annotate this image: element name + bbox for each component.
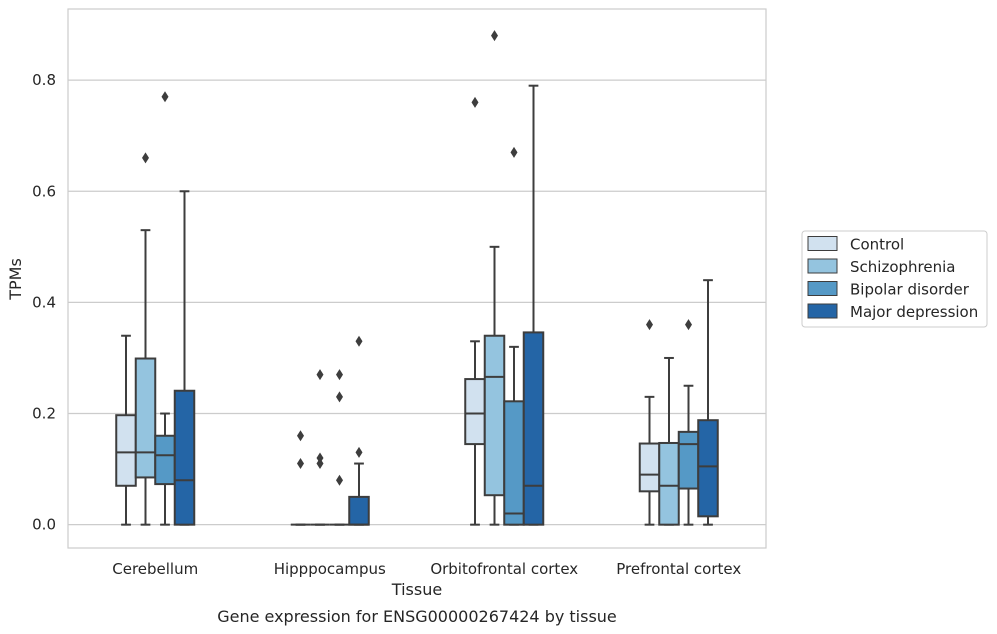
box xyxy=(154,91,176,526)
outlier-point xyxy=(491,30,498,42)
legend-label: Major depression xyxy=(850,303,978,321)
outlier-point xyxy=(297,430,304,442)
box-iqr xyxy=(522,331,545,526)
box xyxy=(464,96,486,526)
legend-swatch xyxy=(807,303,838,319)
box xyxy=(173,190,196,526)
chart-caption: Gene expression for ENSG00000267424 by t… xyxy=(217,607,617,626)
box-iqr xyxy=(503,400,525,526)
box xyxy=(522,84,545,526)
legend-label: Schizophrenia xyxy=(850,258,955,276)
outlier-point xyxy=(336,391,343,403)
x-tick-label: Cerebellum xyxy=(112,560,198,578)
outlier-point xyxy=(297,458,304,470)
legend: Control Schizophrenia Bipolar disorder Majo… xyxy=(801,230,988,328)
x-tick-label: Orbitofrontal cortex xyxy=(430,560,578,578)
x-tick-label: Hipppocampus xyxy=(274,560,386,578)
box xyxy=(677,319,700,526)
legend-label: Control xyxy=(850,236,904,254)
legend-items: Control Schizophrenia Bipolar disorder Majo… xyxy=(807,236,978,321)
box xyxy=(310,369,330,526)
box-iqr xyxy=(134,357,157,479)
y-axis-label: TPMs xyxy=(6,258,25,301)
outlier-point xyxy=(355,446,363,458)
box xyxy=(503,146,525,526)
x-axis-label: Tissue xyxy=(391,580,442,599)
outlier-point xyxy=(471,96,479,108)
box-iqr xyxy=(173,389,196,526)
box-iqr xyxy=(115,414,137,487)
y-tick-label: 0.2 xyxy=(32,405,56,423)
legend-swatch xyxy=(807,281,838,296)
outlier-point xyxy=(316,452,324,464)
x-axis-ticks: Cerebellum Hipppocampus Orbitofrontal cort… xyxy=(112,560,741,578)
box-series xyxy=(115,30,719,526)
box xyxy=(134,152,157,526)
y-tick-label: 0.4 xyxy=(32,293,56,311)
box-iqr xyxy=(483,334,506,497)
box xyxy=(290,430,311,526)
box-iqr xyxy=(658,441,680,526)
outlier-point xyxy=(142,152,149,164)
y-tick-label: 0.6 xyxy=(32,182,56,200)
outlier-point xyxy=(355,335,363,347)
y-tick-label: 0.8 xyxy=(32,71,56,89)
box xyxy=(638,319,661,526)
box-iqr xyxy=(154,434,176,486)
box xyxy=(697,279,719,526)
outlier-point xyxy=(685,319,692,331)
y-tick-label: 0.0 xyxy=(32,516,56,534)
legend-swatch xyxy=(807,258,838,274)
box-iqr xyxy=(464,378,486,446)
legend-swatch xyxy=(807,236,838,251)
outlier-point xyxy=(336,474,343,486)
legend-frame xyxy=(801,230,988,328)
outlier-point xyxy=(316,458,324,470)
outlier-point xyxy=(510,146,518,158)
box xyxy=(483,30,506,526)
box-iqr xyxy=(677,430,700,490)
box xyxy=(115,334,137,526)
outlier-point xyxy=(316,369,324,381)
outlier-point xyxy=(646,319,653,331)
plot-frame xyxy=(67,8,767,549)
box-iqr xyxy=(697,419,719,518)
box xyxy=(348,335,370,526)
box xyxy=(658,356,680,526)
box-iqr xyxy=(348,495,370,526)
outlier-point xyxy=(336,369,343,381)
x-tick-label: Prefrontal cortex xyxy=(616,560,741,578)
box xyxy=(329,369,350,526)
outlier-point xyxy=(161,91,169,103)
y-axis-ticks: 0.0 0.2 0.4 0.6 0.8 xyxy=(32,71,56,534)
legend-label: Bipolar disorder xyxy=(850,281,970,299)
box-iqr xyxy=(638,442,661,493)
